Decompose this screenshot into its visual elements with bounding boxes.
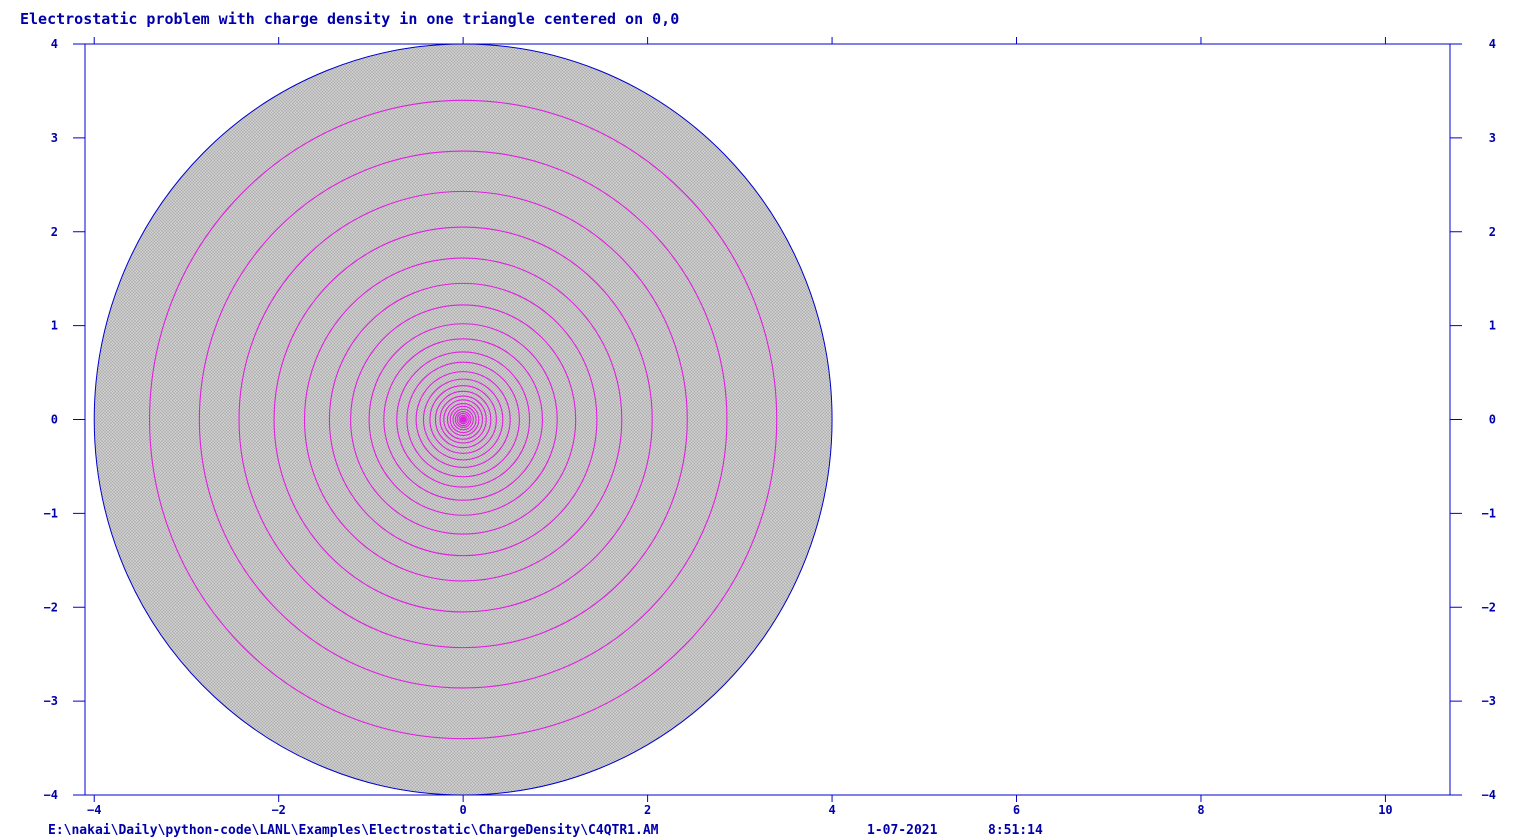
y-tick-label: 0 xyxy=(51,413,58,427)
y-tick-label-right: −2 xyxy=(1482,600,1496,614)
contour-line xyxy=(350,304,577,535)
contour-line xyxy=(454,410,472,429)
y-tick-label-right: 0 xyxy=(1489,413,1496,427)
chart-title: Electrostatic problem with charge densit… xyxy=(20,10,679,28)
y-tick-label: −1 xyxy=(44,506,58,520)
contour-line xyxy=(328,282,598,557)
contour-layer xyxy=(149,99,778,740)
contour-line xyxy=(422,378,504,461)
contour-line xyxy=(383,338,544,501)
y-tick-label: 1 xyxy=(51,319,58,333)
y-tick-label-right: −1 xyxy=(1482,506,1496,520)
y-tick-label-right: −4 xyxy=(1482,788,1496,802)
x-tick-label: 10 xyxy=(1378,803,1392,817)
y-tick-label-right: 3 xyxy=(1489,131,1496,145)
y-tick-label-right: 2 xyxy=(1489,225,1496,239)
y-tick-label: −2 xyxy=(44,600,58,614)
y-tick-label: 4 xyxy=(51,37,58,51)
contour-line xyxy=(449,405,477,434)
y-tick-label: 2 xyxy=(51,225,58,239)
x-axis-top xyxy=(93,37,1386,44)
y-axis-left: 4 3 2 1 0 −1 −2 −3 −4 xyxy=(44,37,85,802)
y-tick-label-right: −3 xyxy=(1482,694,1496,708)
contour-line xyxy=(443,399,484,440)
contour-line xyxy=(198,150,728,689)
footer-date: 1-07-2021 xyxy=(867,823,938,838)
contour-line xyxy=(415,371,511,468)
contour-line xyxy=(446,402,480,437)
y-tick-label: −3 xyxy=(44,694,58,708)
contour-line xyxy=(368,323,558,516)
contour-line xyxy=(429,385,497,454)
y-tick-label-right: 1 xyxy=(1489,319,1496,333)
x-tick-label: −4 xyxy=(87,803,101,817)
contour-line xyxy=(273,226,653,613)
contour-line xyxy=(439,395,487,444)
contour-line xyxy=(456,412,470,427)
y-tick-label: 3 xyxy=(51,131,58,145)
x-tick-label: 6 xyxy=(1013,803,1020,817)
x-tick-label: −2 xyxy=(271,803,285,817)
contour-line xyxy=(434,390,492,449)
contour-line xyxy=(458,414,468,425)
y-axis-right: 4 3 2 1 0 −1 −2 −3 −4 xyxy=(1450,37,1496,802)
footer-path: E:\nakai\Daily\python-code\LANL\Examples… xyxy=(48,823,659,838)
contour-line xyxy=(149,99,778,740)
footer-time: 8:51:14 xyxy=(988,823,1043,838)
contour-line xyxy=(238,190,688,649)
y-tick-label: −4 xyxy=(44,788,58,802)
x-tick-label: 8 xyxy=(1197,803,1204,817)
x-tick-label: 0 xyxy=(460,803,467,817)
contour-line xyxy=(452,408,474,431)
contour-line xyxy=(396,351,531,488)
contour-line xyxy=(406,361,520,478)
y-tick-label-right: 4 xyxy=(1489,37,1496,51)
x-tick-label: 4 xyxy=(828,803,835,817)
contour-center xyxy=(460,416,467,423)
contour-line xyxy=(303,257,623,582)
x-tick-label: 2 xyxy=(644,803,651,817)
x-axis-bottom: −4 −2 0 2 4 6 8 10 xyxy=(87,795,1393,817)
